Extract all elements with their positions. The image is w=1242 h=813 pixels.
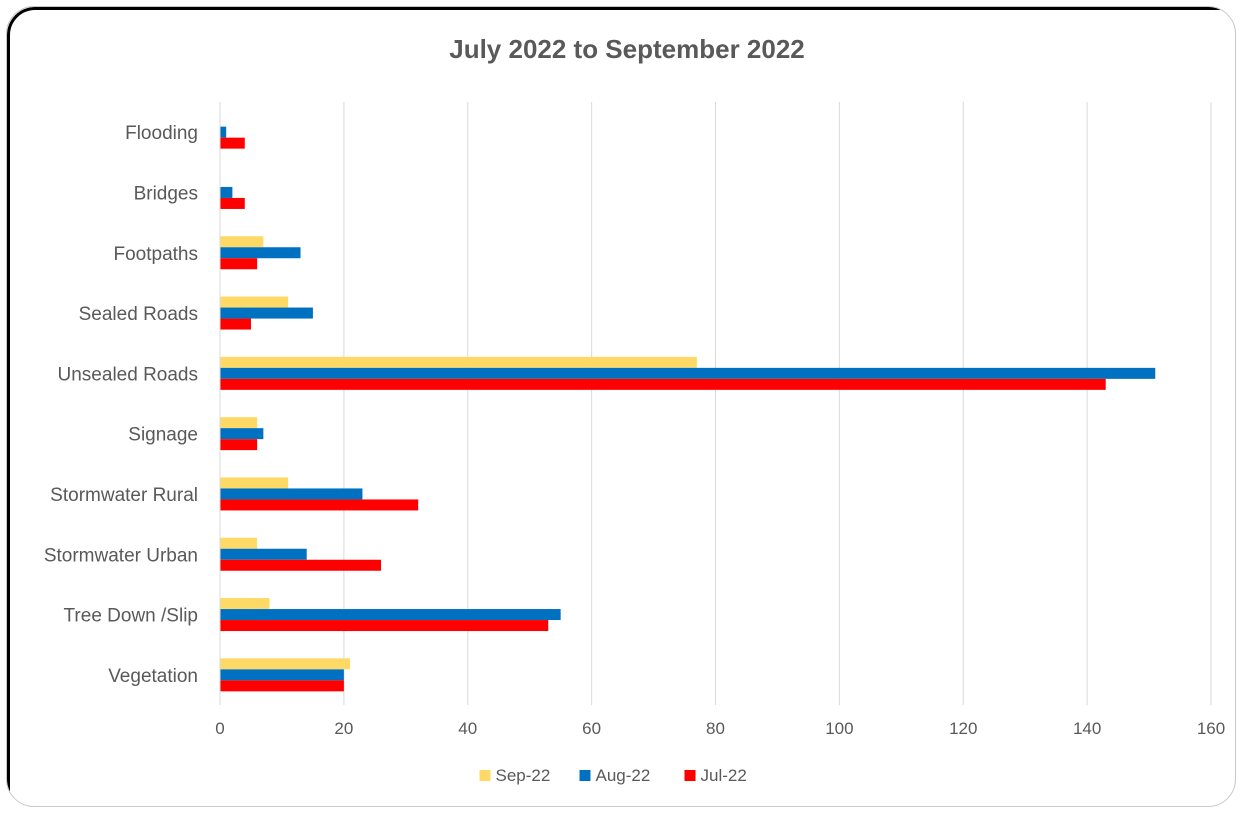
legend-label: Jul-22 bbox=[701, 766, 747, 785]
bar-aug-22 bbox=[220, 609, 561, 621]
bar-jul-22 bbox=[220, 378, 1106, 390]
x-tick-label: 120 bbox=[949, 719, 977, 738]
bar-jul-22 bbox=[220, 559, 382, 571]
bar-aug-22 bbox=[220, 186, 233, 198]
category-label: Stormwater Urban bbox=[44, 545, 198, 566]
x-tick-label: 160 bbox=[1197, 719, 1225, 738]
bar-aug-22 bbox=[220, 669, 344, 681]
legend: Sep-22 Aug-22 Jul-22 bbox=[479, 766, 747, 785]
legend-label: Sep-22 bbox=[496, 766, 551, 785]
category-label: Bridges bbox=[134, 183, 198, 204]
legend-label: Aug-22 bbox=[596, 766, 651, 785]
legend-swatch bbox=[684, 770, 696, 781]
category-label: Tree Down /Slip bbox=[64, 606, 198, 627]
bar-jul-22 bbox=[220, 439, 258, 451]
bar-jul-22 bbox=[220, 137, 245, 149]
bar-aug-22 bbox=[220, 247, 301, 259]
legend-swatch bbox=[579, 770, 591, 781]
bar-aug-22 bbox=[220, 126, 227, 138]
category-label: Sealed Roads bbox=[79, 304, 198, 325]
x-tick-label: 40 bbox=[458, 719, 477, 738]
category-label: Stormwater Rural bbox=[50, 485, 198, 506]
category-label: Vegetation bbox=[108, 666, 198, 687]
bar-sep-22 bbox=[220, 356, 697, 368]
bar-sep-22 bbox=[220, 296, 289, 308]
bar-jul-22 bbox=[220, 620, 549, 632]
bar-jul-22 bbox=[220, 499, 419, 511]
x-tick-label: 100 bbox=[825, 719, 853, 738]
bar-sep-22 bbox=[220, 658, 351, 670]
bar-sep-22 bbox=[220, 417, 258, 429]
category-label: Flooding bbox=[125, 123, 198, 144]
bar-jul-22 bbox=[220, 197, 245, 209]
bar-sep-22 bbox=[220, 537, 258, 549]
x-tick-label: 0 bbox=[215, 719, 224, 738]
bar-aug-22 bbox=[220, 428, 264, 440]
bar-aug-22 bbox=[220, 367, 1156, 379]
x-tick-label: 140 bbox=[1073, 719, 1101, 738]
bars bbox=[219, 102, 1156, 705]
bar-jul-22 bbox=[220, 258, 258, 270]
x-tick-label: 20 bbox=[334, 719, 353, 738]
legend-swatch bbox=[479, 770, 491, 781]
category-labels: Flooding Bridges Footpaths Sealed Roads Unse… bbox=[44, 123, 198, 687]
x-axis-tick-labels: 0 20 40 60 80 100 120 140 160 bbox=[215, 719, 1225, 738]
category-label: Signage bbox=[128, 425, 198, 446]
bar-chart: July 2022 to September 2022 Flooding Brid… bbox=[44, 34, 1225, 785]
bar-sep-22 bbox=[220, 598, 270, 610]
bar-jul-22 bbox=[220, 680, 344, 692]
bar-sep-22 bbox=[220, 236, 264, 248]
chart-title: July 2022 to September 2022 bbox=[449, 34, 805, 64]
bar-sep-22 bbox=[220, 477, 289, 489]
bar-aug-22 bbox=[220, 307, 313, 319]
bar-aug-22 bbox=[220, 488, 363, 500]
chart-container: July 2022 to September 2022 Flooding Brid… bbox=[6, 6, 1236, 807]
category-label: Unsealed Roads bbox=[58, 364, 198, 385]
bar-aug-22 bbox=[220, 548, 307, 560]
x-tick-label: 60 bbox=[582, 719, 601, 738]
bar-jul-22 bbox=[220, 318, 251, 330]
gridlines bbox=[219, 102, 1212, 705]
x-tick-label: 80 bbox=[706, 719, 725, 738]
category-label: Footpaths bbox=[114, 244, 199, 265]
